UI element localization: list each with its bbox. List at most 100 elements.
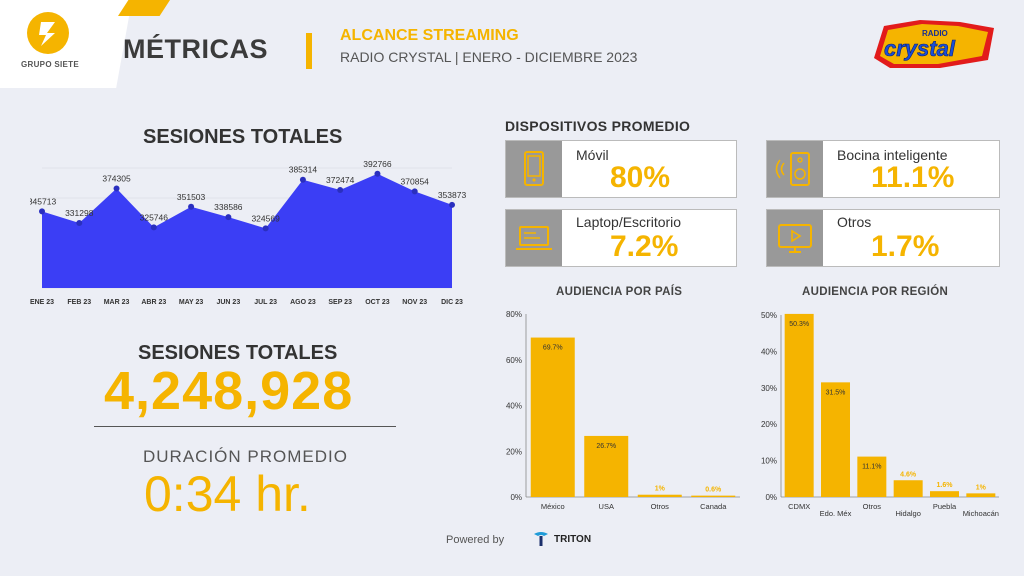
accent-stripe [118, 0, 170, 16]
bar-value-label: 1% [976, 484, 987, 491]
bar [857, 456, 887, 497]
y-tick-label: 20% [506, 447, 522, 456]
sessions-chart-title: SESIONES TOTALES [143, 126, 343, 148]
data-point [225, 214, 232, 221]
y-tick-label: 30% [761, 384, 777, 393]
bar [966, 493, 996, 497]
tick-label: AGO 23 [290, 299, 316, 306]
data-label: 324569 [251, 213, 280, 223]
category-label: CDMX [788, 502, 810, 511]
region-bar-chart: 0% 10% 20% 30% 40% 50% 50.3% CDMX 31.5% Edo. Méx 1… [761, 311, 999, 518]
y-tick-label: 10% [761, 457, 777, 466]
report-caption: RADIO CRYSTAL | ENERO - DICIEMBRE 2023 [340, 49, 638, 65]
phone-icon [524, 151, 544, 186]
duration-value: 0:34 hr. [144, 466, 311, 522]
laptop-icon [516, 226, 552, 250]
bar [530, 337, 575, 497]
data-label: 351503 [177, 192, 206, 202]
bar [691, 495, 736, 497]
tv-icon [778, 224, 812, 253]
device-label: Móvil [576, 147, 609, 163]
category-label: México [541, 502, 565, 511]
page-title: MÉTRICAS [123, 34, 268, 64]
bar [893, 480, 923, 497]
grupo-siete-logo-icon [27, 12, 69, 54]
tick-label: DIC 23 [441, 299, 463, 306]
data-point [337, 187, 344, 194]
y-tick-label: 80% [506, 310, 522, 319]
data-label: 370854 [401, 176, 430, 186]
sessions-total: 4,248,928 [104, 361, 354, 421]
report-subtitle: ALCANCE STREAMING [340, 27, 519, 44]
y-tick-label: 60% [506, 356, 522, 365]
bar [821, 382, 850, 497]
bar-value-label: 11.1% [862, 464, 881, 471]
y-tick-label: 20% [761, 420, 777, 429]
data-label: 325746 [140, 212, 169, 222]
y-tick-label: 40% [761, 347, 777, 356]
tick-label: ENE 23 [30, 299, 54, 306]
device-card-smart-speaker: Bocina inteligente 11.1% [766, 140, 1000, 198]
data-point [76, 219, 83, 226]
tick-label: MAR 23 [104, 299, 130, 306]
device-value: 11.1% [871, 161, 955, 194]
device-value: 7.2% [610, 230, 679, 263]
data-label: 372474 [326, 175, 355, 185]
data-point [411, 188, 418, 195]
sessions-area-chart: 345713 ENE 23 331298 FEB 23 374305 MAR 23 3257… [30, 160, 467, 306]
bar-value-label: 1% [655, 486, 666, 493]
device-card-others: Otros 1.7% [766, 209, 1000, 267]
category-label: Michoacán [963, 509, 999, 518]
data-point [39, 208, 45, 215]
bar-value-label: 31.5% [826, 389, 846, 396]
bar-value-label: 50.3% [789, 321, 809, 328]
y-tick-label: 40% [506, 402, 522, 411]
logo-panel [0, 0, 132, 88]
radio-logo-top: RADIO [922, 29, 948, 38]
data-label: 385314 [289, 165, 318, 175]
tick-label: JUL 23 [254, 299, 277, 306]
bar-value-label: 4.6% [900, 471, 917, 478]
data-label: 374305 [102, 174, 131, 184]
bar-value-label: 69.7% [543, 345, 563, 352]
powered-by-label: Powered by [446, 534, 505, 546]
device-value: 1.7% [871, 230, 940, 263]
bar-value-label: 26.7% [596, 443, 616, 450]
data-label: 353873 [438, 190, 467, 200]
data-point [262, 225, 269, 232]
bar-value-label: 1.6% [937, 482, 954, 489]
device-card-mobile: Móvil 80% [505, 140, 737, 198]
bar [584, 435, 629, 497]
category-label: Edo. Méx [820, 509, 852, 518]
country-bar-chart: 0% 20% 40% 60% 80% 69.7% México 26.7% USA 1% Otros… [506, 310, 740, 511]
header-bar [0, 0, 1024, 88]
region-chart-title: AUDIENCIA POR REGIÓN [802, 286, 949, 298]
data-label: 392766 [363, 160, 392, 169]
device-label: Bocina inteligente [837, 147, 948, 163]
device-value: 80% [610, 161, 671, 194]
device-icon-box [506, 210, 562, 266]
bar [930, 491, 959, 497]
tick-label: SEP 23 [328, 299, 352, 306]
tick-label: ABR 23 [141, 299, 166, 306]
device-card-laptop: Laptop/Escritorio 7.2% [505, 209, 737, 267]
device-icon-box [767, 141, 823, 197]
y-tick-label: 0% [510, 493, 522, 502]
tick-label: JUN 23 [216, 299, 240, 306]
device-label: Otros [837, 214, 872, 230]
data-point [449, 201, 455, 208]
tick-label: MAY 23 [179, 299, 204, 306]
device-label: Laptop/Escritorio [576, 214, 682, 230]
data-label: 345713 [30, 196, 56, 206]
data-point [374, 170, 381, 177]
data-label: 338586 [214, 202, 243, 212]
tick-label: FEB 23 [67, 299, 91, 306]
device-icon-box [506, 141, 562, 197]
radio-crystal-logo: RADIO crystal [870, 18, 998, 70]
data-point [113, 185, 120, 192]
y-tick-label: 50% [761, 311, 777, 320]
triton-logo-icon [534, 532, 548, 546]
category-label: Otros [651, 502, 670, 511]
tick-label: OCT 23 [365, 299, 390, 306]
device-icon-box [767, 210, 823, 266]
